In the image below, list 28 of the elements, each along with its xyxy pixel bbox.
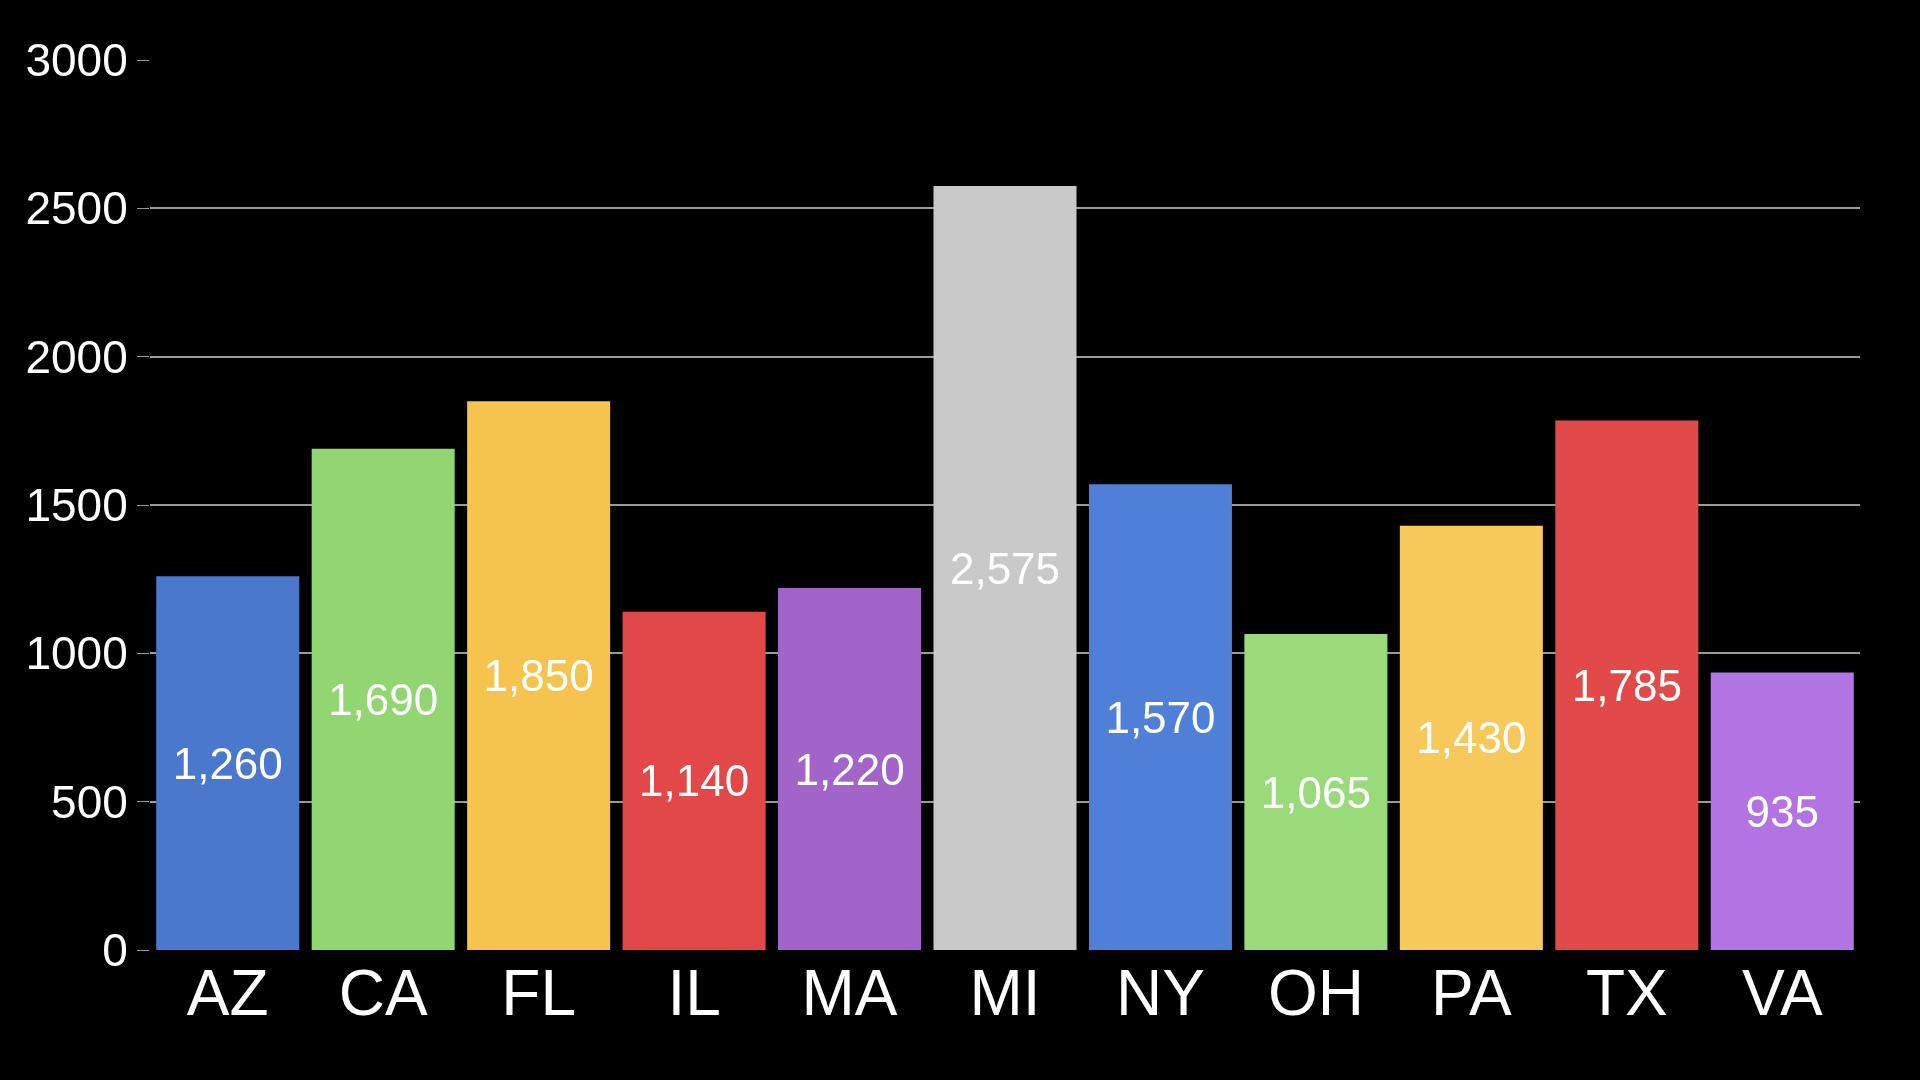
x-tick-label: TX: [1585, 957, 1668, 1029]
x-tick-label: MI: [969, 957, 1041, 1029]
data-label: 1,140: [639, 756, 750, 806]
x-tick-label: OH: [1267, 957, 1364, 1029]
data-label: 1,570: [1105, 692, 1216, 742]
x-tick-label: AZ: [186, 957, 269, 1029]
y-tick-label: 1000: [25, 627, 128, 680]
data-label: 935: [1745, 786, 1819, 836]
x-tick-label: IL: [667, 957, 721, 1029]
data-label: 1,220: [794, 744, 905, 794]
x-tick-label: CA: [338, 957, 428, 1029]
data-label: 1,260: [172, 738, 283, 788]
data-label: 1,850: [483, 651, 594, 701]
x-tick-label: PA: [1431, 957, 1512, 1029]
data-label: 1,065: [1260, 767, 1371, 817]
y-tick-label: 1500: [25, 479, 128, 532]
x-tick-label: FL: [501, 957, 576, 1029]
x-tick-label: NY: [1116, 957, 1205, 1029]
y-tick-label: 0: [102, 924, 128, 977]
y-tick-label: 2500: [25, 182, 128, 235]
x-tick-label: VA: [1741, 957, 1823, 1029]
data-label: 1,690: [328, 674, 439, 724]
data-label: 1,785: [1571, 660, 1682, 710]
y-tick-label: 500: [51, 775, 128, 828]
y-tick-label: 3000: [25, 34, 128, 87]
data-label: 1,430: [1416, 713, 1527, 763]
y-tick-label: 2000: [25, 330, 128, 383]
x-tick-label: MA: [801, 957, 898, 1029]
